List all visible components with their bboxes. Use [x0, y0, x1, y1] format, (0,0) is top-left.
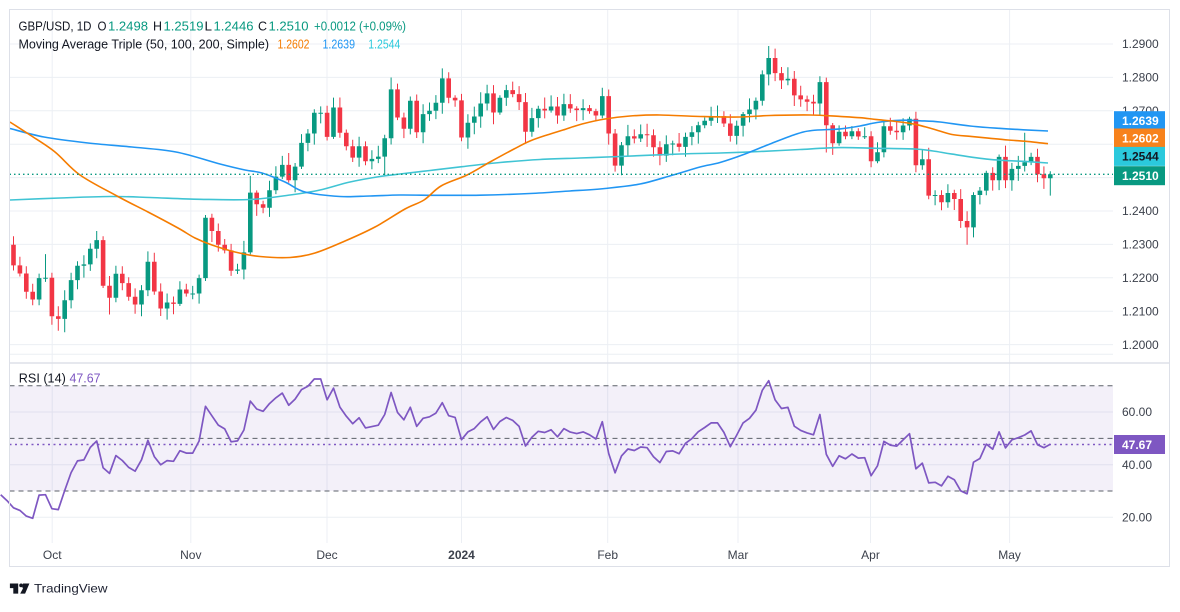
- svg-text:Dec: Dec: [316, 548, 337, 562]
- svg-text:May: May: [998, 548, 1021, 562]
- svg-text:1.2400: 1.2400: [1122, 204, 1159, 218]
- svg-text:1.2519: 1.2519: [164, 19, 204, 34]
- svg-text:1.2639: 1.2639: [1122, 114, 1159, 128]
- svg-text:1.2446: 1.2446: [214, 19, 254, 34]
- svg-text:Moving Average Triple (50, 100: Moving Average Triple (50, 100, 200, Sim…: [19, 37, 270, 52]
- svg-text:1.2900: 1.2900: [1122, 37, 1159, 51]
- svg-text:1.2100: 1.2100: [1122, 304, 1159, 318]
- svg-text:GBP/USD, 1D: GBP/USD, 1D: [19, 19, 92, 34]
- svg-text:1.2639: 1.2639: [323, 37, 356, 52]
- svg-text:1.2300: 1.2300: [1122, 238, 1159, 252]
- svg-text:Oct: Oct: [43, 548, 62, 562]
- svg-text:TradingView: TradingView: [34, 582, 108, 596]
- svg-text:C: C: [258, 19, 267, 34]
- svg-text:1.2498: 1.2498: [108, 19, 148, 34]
- svg-text:20.00: 20.00: [1122, 511, 1152, 525]
- svg-text:Feb: Feb: [597, 548, 618, 562]
- svg-text:H: H: [153, 19, 162, 34]
- svg-text:+0.0012 (+0.09%): +0.0012 (+0.09%): [314, 19, 406, 34]
- svg-text:RSI (14): RSI (14): [19, 371, 66, 386]
- svg-text:Apr: Apr: [861, 548, 880, 562]
- svg-text:1.2544: 1.2544: [368, 37, 400, 52]
- svg-text:Nov: Nov: [180, 548, 201, 562]
- svg-text:1.2544: 1.2544: [1122, 150, 1159, 164]
- svg-text:1.2200: 1.2200: [1122, 271, 1159, 285]
- svg-text:40.00: 40.00: [1122, 458, 1152, 472]
- svg-text:47.67: 47.67: [1122, 438, 1152, 452]
- svg-text:O: O: [98, 19, 107, 34]
- svg-text:1.2800: 1.2800: [1122, 71, 1159, 85]
- svg-text:1.2000: 1.2000: [1122, 338, 1159, 352]
- svg-text:47.67: 47.67: [70, 371, 101, 386]
- svg-text:1.2510: 1.2510: [269, 19, 309, 34]
- svg-text:2024: 2024: [448, 548, 475, 562]
- svg-text:L: L: [205, 19, 213, 34]
- svg-text:1.2602: 1.2602: [1122, 131, 1159, 145]
- svg-text:1.2510: 1.2510: [1122, 169, 1159, 183]
- svg-text:1.2602: 1.2602: [278, 37, 310, 52]
- svg-text:Mar: Mar: [728, 548, 749, 562]
- svg-text:60.00: 60.00: [1122, 405, 1152, 419]
